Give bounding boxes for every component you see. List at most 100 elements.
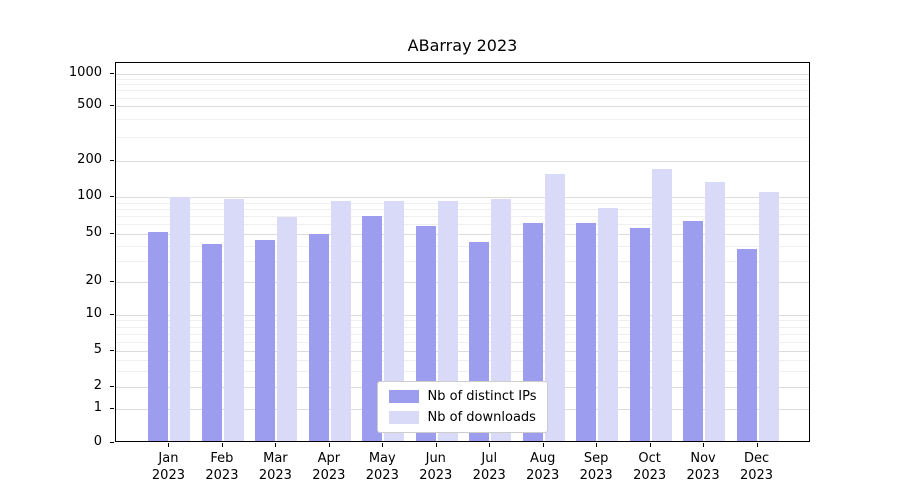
minor-gridline [116,216,809,218]
x-tick-label-line: 2023 [686,468,720,483]
bar-nb-of-downloads-dec-2023 [758,192,779,441]
minor-gridline [116,78,809,80]
bar-nb-of-downloads-nov-2023 [705,182,726,441]
minor-gridline [116,84,809,86]
minor-gridline [116,119,809,121]
x-tick-mark [703,443,705,447]
x-tick-mark [596,443,598,447]
major-gridline [116,315,809,316]
y-tick-label: 0 [93,434,102,449]
bar-nb-of-downloads-apr-2023 [330,200,351,441]
x-tick-mark [756,443,758,447]
x-tick-label-line: 2023 [419,468,453,483]
bar-nb-of-downloads-may-2023 [384,200,405,441]
bar-nb-of-distinct-ips-jan-2023 [148,232,169,441]
minor-gridline [116,341,809,343]
minor-gridline [116,90,809,92]
y-tick-label: 500 [77,97,102,112]
y-tick-label: 2 [93,378,102,393]
y-tick-label: 1 [93,400,102,415]
bar-nb-of-downloads-mar-2023 [277,217,298,441]
bar-nb-of-distinct-ips-apr-2023 [308,234,329,441]
bar-nb-of-distinct-ips-feb-2023 [201,243,222,441]
minor-gridline [116,371,809,373]
y-tick-mark [110,233,114,234]
x-tick-mark [489,443,491,447]
minor-gridline [116,260,809,262]
y-tick-mark [110,73,114,74]
legend-swatch-downloads [388,411,419,424]
x-tick-label-line: Oct [638,451,661,466]
major-gridline [116,282,809,283]
minor-gridline [116,224,809,226]
x-tick-label-line: Feb [210,451,234,466]
plot-area: Nb of distinct IPs Nb of downloads [115,62,810,442]
x-tick-label: Apr 2023 [294,450,364,484]
legend-label-downloads: Nb of downloads [427,410,536,425]
x-tick-label: Feb 2023 [187,450,257,484]
y-tick-label: 50 [85,225,102,240]
y-tick-label: 100 [77,188,102,203]
y-tick-mark [110,314,114,315]
x-tick-label-line: 2023 [205,468,239,483]
x-tick-label-line: 2023 [739,468,774,483]
y-tick-label: 20 [85,273,102,288]
x-tick-mark [328,443,330,447]
x-tick-label-line: 2023 [365,468,399,483]
bar-nb-of-downloads-sep-2023 [598,208,619,441]
x-tick-mark [168,443,170,447]
major-gridline [116,74,809,75]
y-tick-mark [110,408,114,409]
x-tick-label-line: Mar [263,451,288,466]
x-axis: Jan 2023 Feb 2023 Mar 2023 Apr 2023 May 2023 Jun 20… [115,443,810,493]
bar-nb-of-distinct-ips-nov-2023 [683,221,704,441]
y-tick-mark [110,281,114,282]
legend: Nb of distinct IPs Nb of downloads [376,381,549,433]
bar-nb-of-downloads-jun-2023 [437,200,458,441]
x-tick-mark [221,443,223,447]
y-tick-label: 10 [85,306,102,321]
minor-gridline [116,326,809,328]
x-tick-label-line: Jun [425,451,446,466]
major-gridline [116,161,809,162]
bar-nb-of-distinct-ips-sep-2023 [576,223,597,441]
minor-gridline [116,359,809,361]
x-tick-label-line: Jan [158,451,179,466]
x-tick-label: Sep 2023 [561,450,631,484]
major-gridline [116,106,809,107]
x-tick-label: Dec 2023 [722,450,792,484]
x-tick-label: Oct 2023 [615,450,685,484]
x-tick-label-line: 2023 [472,468,506,483]
x-tick-label: May 2023 [347,450,417,484]
x-tick-label-line: 2023 [633,468,667,483]
bar-nb-of-downloads-feb-2023 [223,198,244,441]
minor-gridline [116,202,809,204]
x-tick-mark [382,443,384,447]
major-gridline [116,197,809,198]
x-tick-label-line: Apr [317,451,341,466]
x-tick-label: Jul 2023 [454,450,524,484]
minor-gridline [116,333,809,335]
x-tick-label-line: 2023 [526,468,560,483]
bar-nb-of-distinct-ips-dec-2023 [736,249,757,441]
y-tick-mark [110,350,114,351]
x-tick-mark [649,443,651,447]
major-gridline [116,234,809,235]
x-tick-label-line: Jul [481,451,498,466]
bar-nb-of-distinct-ips-mar-2023 [255,239,276,441]
y-tick-mark [110,105,114,106]
x-tick-label-line: Sep [583,451,609,466]
x-tick-label-line: 2023 [312,468,346,483]
y-tick-label: 1000 [68,65,102,80]
x-tick-label-line: 2023 [258,468,292,483]
minor-gridline [116,320,809,322]
x-tick-label-line: 2023 [151,468,185,483]
bar-nb-of-downloads-jan-2023 [170,196,191,441]
y-tick-label: 5 [93,342,102,357]
x-tick-label-line: 2023 [579,468,613,483]
y-axis: 0 1 2 5 10 20 50 100 200 500 1000 [0,62,115,449]
x-tick-label-line: Aug [529,451,556,466]
chart-title: ABarray 2023 [407,36,518,55]
x-tick-label: Jun 2023 [401,450,471,484]
